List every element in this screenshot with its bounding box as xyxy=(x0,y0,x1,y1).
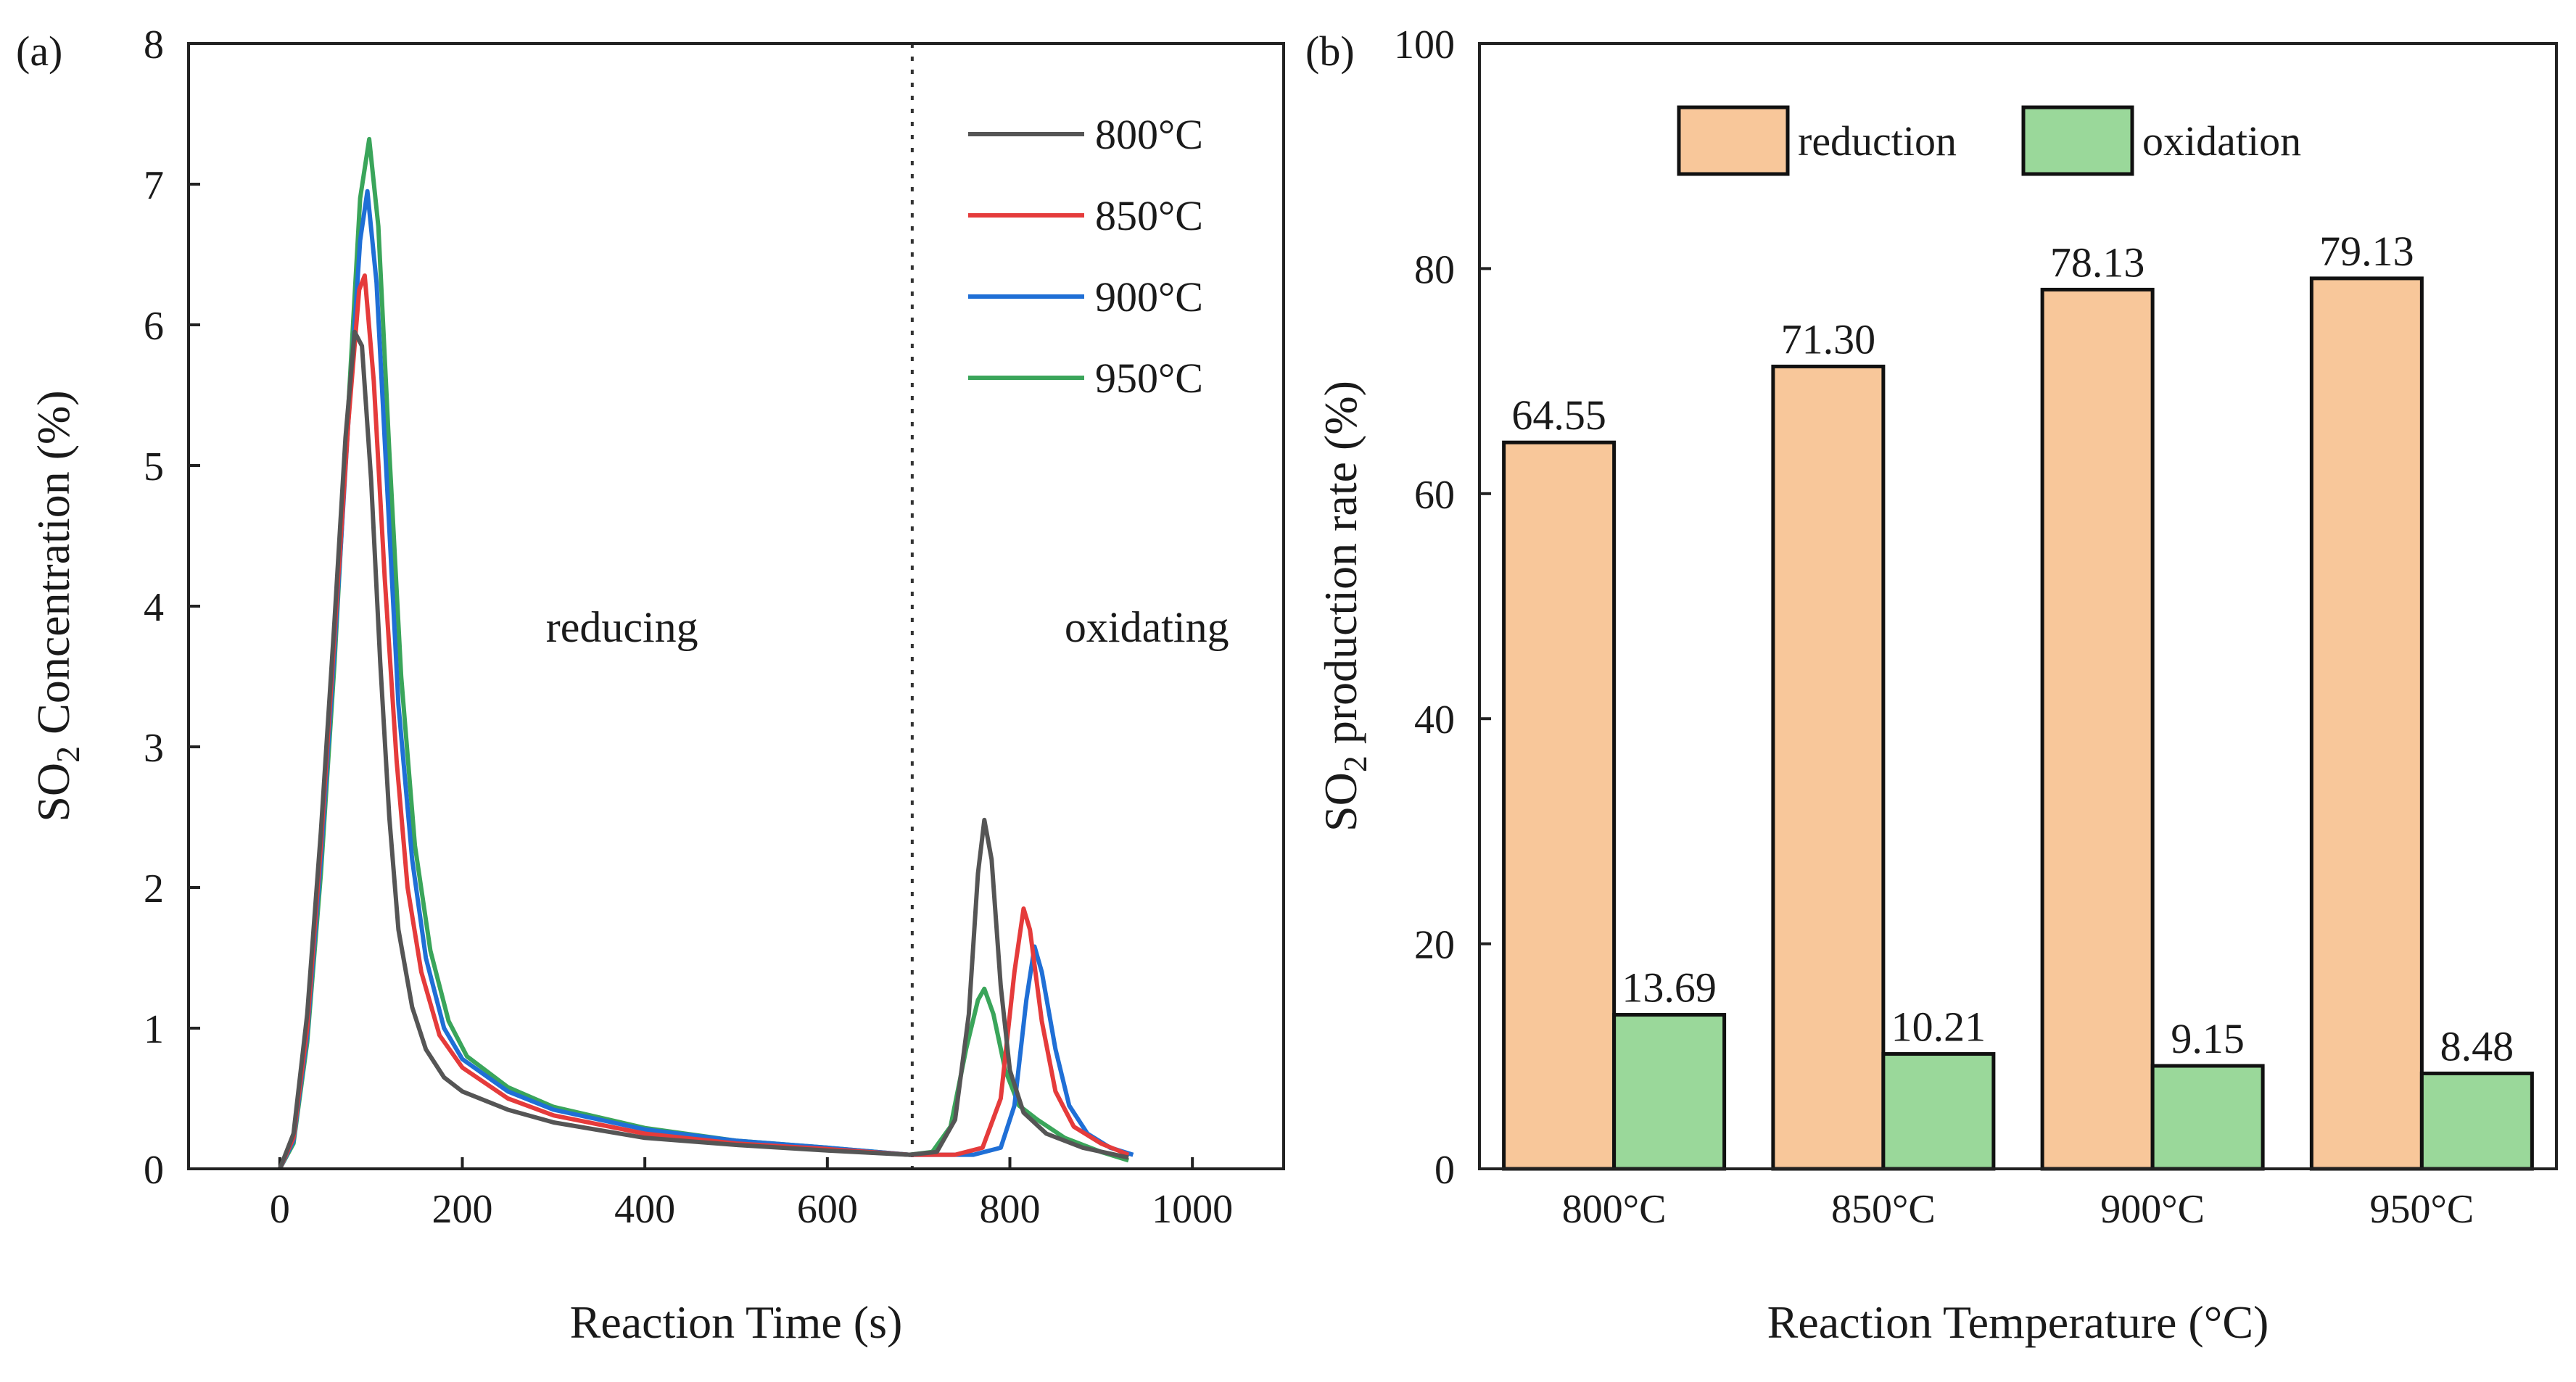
panel-a-x-axis-title: Reaction Time (s) xyxy=(570,1296,903,1348)
y-tick-label: 3 xyxy=(144,726,164,771)
panel-b-x-axis-title: Reaction Temperature (°C) xyxy=(1767,1296,2269,1348)
panel-b-y-axis-title: SO2 production rate (%) xyxy=(1315,381,1374,832)
panel-b-y-title-rest: production rate (%) xyxy=(1315,381,1366,756)
data-label-reduction-950: 79.13 xyxy=(2319,228,2414,275)
data-label-oxidation-850: 10.21 xyxy=(1891,1004,1986,1051)
y-tick-label: 7 xyxy=(144,163,164,208)
data-label-reduction-850: 71.30 xyxy=(1781,315,1876,363)
y-tick-label: 40 xyxy=(1414,698,1455,742)
annotation-reducing: reducing xyxy=(546,603,698,651)
panel-a-x-ticks: 0 200 400 600 800 1000 xyxy=(270,1157,1233,1232)
panel-b-bars-group: 64.55 13.69 71.30 10.21 78.13 9.15 79.13 8.48 xyxy=(1502,228,2534,1171)
panel-b-y-title-main: SO xyxy=(1315,772,1366,832)
y-tick-label: 6 xyxy=(144,304,164,349)
bar-oxidation-950 xyxy=(2419,1071,2534,1171)
panel-a-series-group xyxy=(278,136,1134,1170)
y-tick-label: 1 xyxy=(144,1007,164,1052)
y-tick-label: 5 xyxy=(144,444,164,489)
panel-b-label: (b) xyxy=(1305,28,1355,75)
legend-swatch-oxidation xyxy=(2021,105,2134,176)
panel-b-plot-frame xyxy=(1478,42,2558,1170)
bar-reduction-850 xyxy=(1771,364,1886,1171)
panel-b-y-ticks: 0 20 40 60 80 100 xyxy=(1394,22,1491,1193)
bar-oxidation-800 xyxy=(1612,1013,1727,1171)
y-tick-label: 0 xyxy=(144,1148,164,1193)
x-tick-label: 600 xyxy=(797,1187,858,1232)
series-line-950 xyxy=(278,136,1129,1170)
panel-a-y-title-sub: 2 xyxy=(49,746,86,763)
x-tick-label: 400 xyxy=(614,1187,675,1232)
panel-a-plot-frame xyxy=(187,42,1285,1170)
panel-b-legend: reduction oxidation xyxy=(1677,105,2301,176)
legend-label-reduction: reduction xyxy=(1798,117,1957,165)
legend-label-850: 850°C xyxy=(1095,192,1203,239)
panel-a-y-ticks: 0 1 2 3 4 5 6 7 8 xyxy=(144,22,200,1193)
x-tick-label: 900°C xyxy=(2100,1187,2205,1232)
bar-oxidation-850 xyxy=(1881,1052,1996,1171)
y-tick-label: 80 xyxy=(1414,247,1455,292)
x-tick-label: 0 xyxy=(270,1187,290,1232)
panel-a-y-axis-title: SO2 Concentration (%) xyxy=(28,390,86,822)
bar-reduction-900 xyxy=(2040,287,2155,1171)
y-tick-label: 8 xyxy=(144,22,164,67)
x-tick-label: 950°C xyxy=(2370,1187,2474,1232)
x-tick-label: 200 xyxy=(432,1187,493,1232)
legend-swatch-reduction xyxy=(1677,105,1790,176)
data-label-reduction-900: 78.13 xyxy=(2050,239,2145,286)
bar-reduction-950 xyxy=(2309,276,2424,1171)
panel-b-x-ticks: 800°C 850°C 900°C 950°C xyxy=(1562,1157,2474,1232)
x-tick-label: 850°C xyxy=(1831,1187,1936,1232)
y-tick-label: 60 xyxy=(1414,473,1455,518)
panel-a-line-chart: (a) 0 1 2 3 4 5 6 7 8 0 200 400 600 800 1000 reducing… xyxy=(16,22,1285,1348)
bar-reduction-800 xyxy=(1502,440,1617,1171)
panel-a-label: (a) xyxy=(16,28,62,75)
panel-a-y-title-main: SO xyxy=(28,763,79,822)
data-label-oxidation-800: 13.69 xyxy=(1622,964,1717,1011)
legend-label-900: 900°C xyxy=(1095,273,1203,320)
y-tick-label: 20 xyxy=(1414,923,1455,968)
y-tick-label: 4 xyxy=(144,585,164,630)
data-label-reduction-800: 64.55 xyxy=(1511,392,1606,439)
y-tick-label: 0 xyxy=(1434,1148,1455,1193)
legend-label-800: 800°C xyxy=(1095,111,1203,158)
y-tick-label: 2 xyxy=(144,866,164,911)
legend-label-oxidation: oxidation xyxy=(2142,117,2301,165)
data-label-oxidation-950: 8.48 xyxy=(2440,1022,2514,1069)
x-tick-label: 1000 xyxy=(1152,1187,1233,1232)
panel-a-legend: 800°C 850°C 900°C 950°C xyxy=(968,111,1203,402)
series-line-800 xyxy=(278,329,1129,1170)
panel-a-y-title-rest: Concentration (%) xyxy=(28,390,79,746)
series-line-850 xyxy=(278,273,1130,1170)
x-tick-label: 800 xyxy=(980,1187,1041,1232)
y-tick-label: 100 xyxy=(1394,22,1455,67)
annotation-oxidating: oxidating xyxy=(1065,603,1229,651)
bar-oxidation-900 xyxy=(2150,1064,2265,1171)
panel-b-bar-chart: (b) 0 20 40 60 80 100 800°C 850°C 900°C 950°C 64… xyxy=(1305,22,2558,1348)
legend-label-950: 950°C xyxy=(1095,355,1203,402)
data-label-oxidation-900: 9.15 xyxy=(2171,1015,2245,1062)
x-tick-label: 800°C xyxy=(1562,1187,1667,1232)
panel-b-y-title-sub: 2 xyxy=(1337,756,1374,772)
